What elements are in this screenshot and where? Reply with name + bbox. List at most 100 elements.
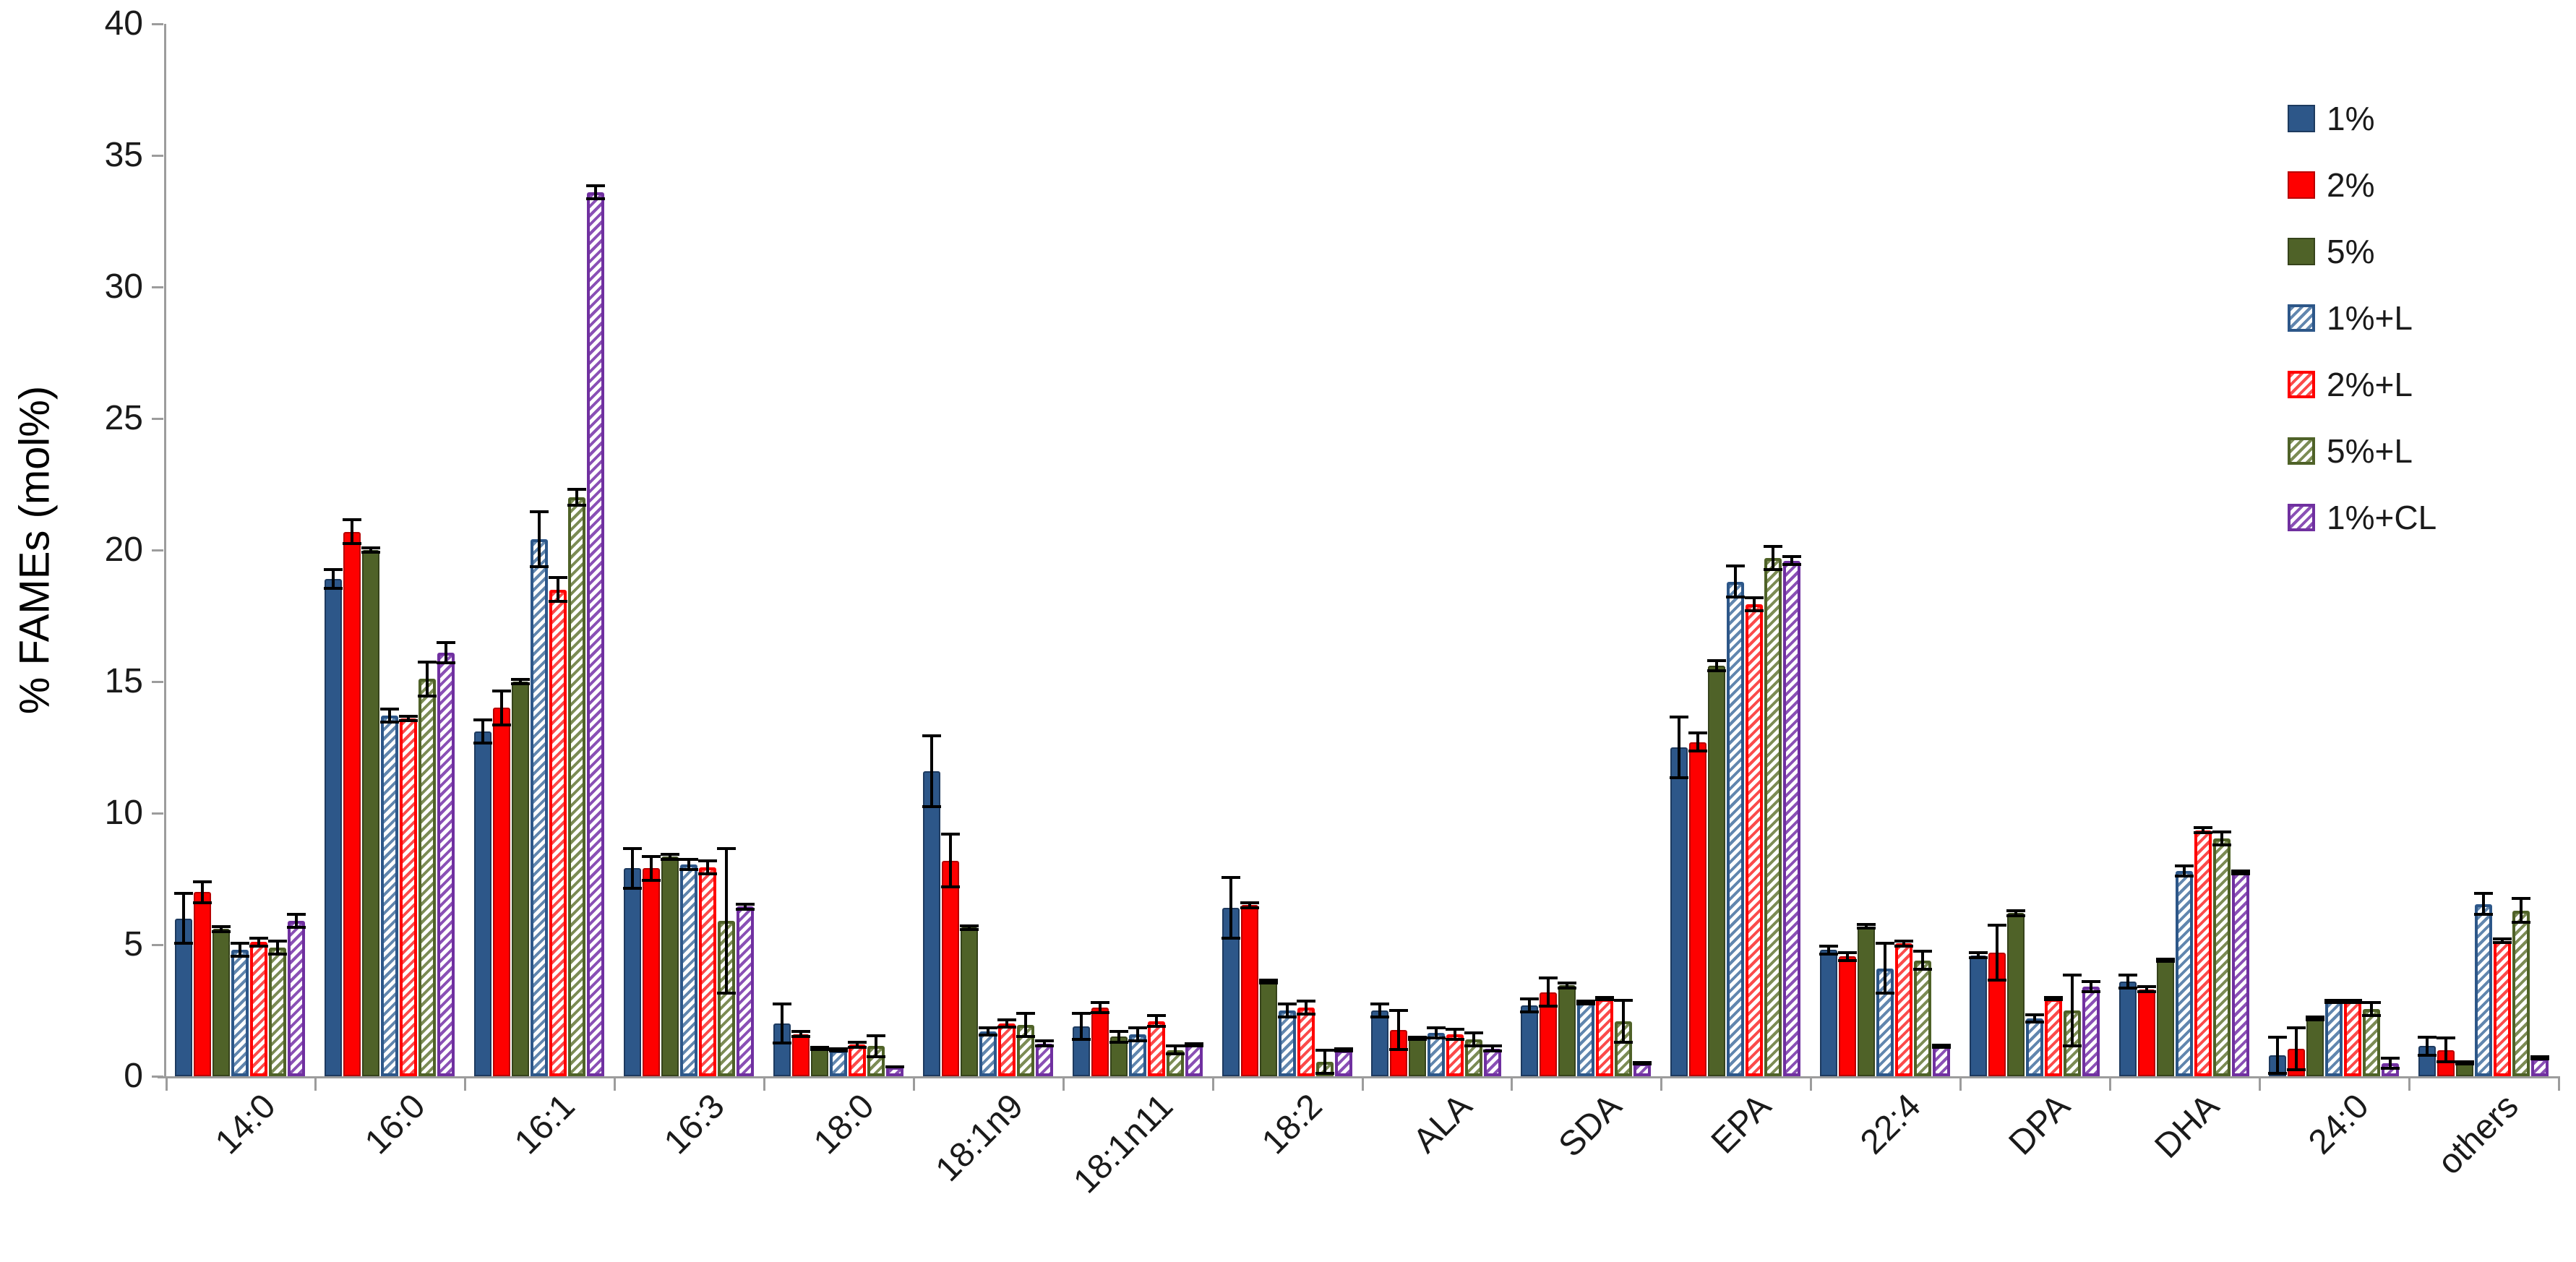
legend-label: 1% [2327,100,2375,137]
error-bar-cap-top [847,1040,867,1044]
bar-5%-14:0 [212,929,231,1076]
bar-1%+CL-16:1 [587,192,605,1076]
error-bar-cap-bottom [2530,1057,2549,1061]
error-bar [1884,942,1887,995]
error-bar-cap-top [1539,976,1558,979]
error-bar [1734,565,1738,599]
error-bar-cap-top [1614,998,1633,1002]
error-bar-cap-bottom [885,1065,904,1069]
error-bar-cap-bottom [1296,1013,1315,1016]
error-bar-cap-top [2212,830,2231,833]
error-bar-cap-bottom [1016,1035,1035,1039]
bar-5%+L-24:0 [2362,1009,2380,1076]
error-bar [2032,1013,2036,1024]
error-bar-cap-top [959,924,979,927]
error-bar-cap-bottom [1745,609,1764,612]
bar-5%+L-14:0 [269,947,287,1076]
error-bar-cap-bottom [231,955,250,958]
error-bar-cap-bottom [2436,1060,2455,1063]
bar-2%+L-others [2493,940,2511,1076]
error-bar-cap-top [2324,998,2343,1002]
error-bar-cap-bottom [2193,831,2212,835]
error-bar-cap-bottom [1819,952,1839,956]
bar-2%-EPA [1689,742,1707,1076]
y-tick-mark [152,418,163,420]
bar-5%-SDA [1558,985,1576,1076]
error-bar-cap-top [530,510,549,514]
error-bar-cap-top [1184,1042,1203,1045]
x-tick-mark [314,1076,317,1091]
error-bar [1323,1048,1326,1076]
bar-1%-DPA [1969,955,1987,1076]
bar-1%+L-16:1 [531,539,549,1076]
bar-2%-14:0 [194,892,212,1076]
error-bar-cap-top [380,708,400,711]
x-tick-mark [464,1076,467,1091]
error-bar-cap-top [661,852,680,856]
bar-5%-16:1 [512,682,530,1076]
error-bar [1005,1018,1008,1029]
error-bar-cap-bottom [380,721,400,724]
error-bar-cap-bottom [2305,1018,2324,1021]
error-bar [2144,985,2148,994]
error-bar [948,833,952,888]
error-bar-cap-bottom [1932,1045,1952,1049]
error-bar-cap-top [1446,1027,1465,1031]
x-axis-line [158,1076,2559,1078]
error-bar-cap-top [1277,1003,1297,1006]
error-bar-cap-top [2174,864,2194,867]
error-bar [929,734,933,808]
error-bar-cap-bottom [1315,1072,1334,1076]
error-bar-cap-top [1968,951,1988,955]
error-bar [874,1034,877,1058]
error-bar [2369,1001,2373,1018]
bar-1%+L-DHA [2175,871,2193,1076]
legend-label: 1%+L [2327,299,2413,337]
error-bar-cap-bottom [1894,944,1914,948]
x-tick-label-DPA: DPA [2001,1086,2078,1163]
error-bar [1117,1030,1120,1044]
error-bar [799,1030,802,1039]
legend-item: 2% [2288,152,2437,218]
y-tick-label: 0 [124,1057,143,1095]
error-bar-cap-top [2118,974,2137,977]
error-bar [1715,659,1719,673]
error-bar-cap-bottom [324,586,343,590]
error-bar [295,913,299,930]
error-bar-cap-top [1221,876,1240,880]
error-bar-cap-bottom [1277,1015,1297,1018]
error-bar-cap-top [1034,1039,1054,1043]
error-bar [2425,1035,2429,1057]
error-bar [2388,1056,2392,1070]
error-bar [1921,950,1925,971]
legend-item: 1% [2288,85,2437,152]
error-bar [1173,1044,1177,1055]
bar-1%-EPA [1670,747,1688,1076]
legend-swatch-5%+L [2288,437,2315,465]
bar-5%-ALA [1409,1038,1427,1076]
error-bar-cap-top [1782,555,1802,559]
error-bar [1995,923,1998,982]
error-bar-cap-top [567,488,587,492]
error-bar-cap-bottom [642,878,661,882]
error-bar-cap-top [922,734,941,737]
bar-1%+CL-22:4 [1933,1046,1951,1076]
bar-2%+L-16:0 [400,718,418,1076]
error-bar [2294,1026,2298,1071]
legend-swatch-2% [2288,171,2315,199]
error-bar-cap-bottom [717,992,737,995]
error-bar [2481,892,2485,916]
error-bar-cap-bottom [361,551,381,554]
error-bar-cap-bottom [2231,872,2250,875]
bar-2%+L-18:2 [1297,1008,1315,1076]
error-bar-cap-bottom [1838,958,1858,962]
error-bar-cap-top [437,640,456,644]
bar-2%+L-18:1n11 [1147,1021,1165,1076]
x-tick-label-16:3: 16:3 [656,1086,732,1162]
error-bar-cap-top [2380,1056,2400,1060]
error-bar-cap-bottom [511,682,531,686]
error-bar-cap-top [978,1026,997,1029]
legend-item: 2%+L [2288,351,2437,418]
error-bar [332,568,335,590]
